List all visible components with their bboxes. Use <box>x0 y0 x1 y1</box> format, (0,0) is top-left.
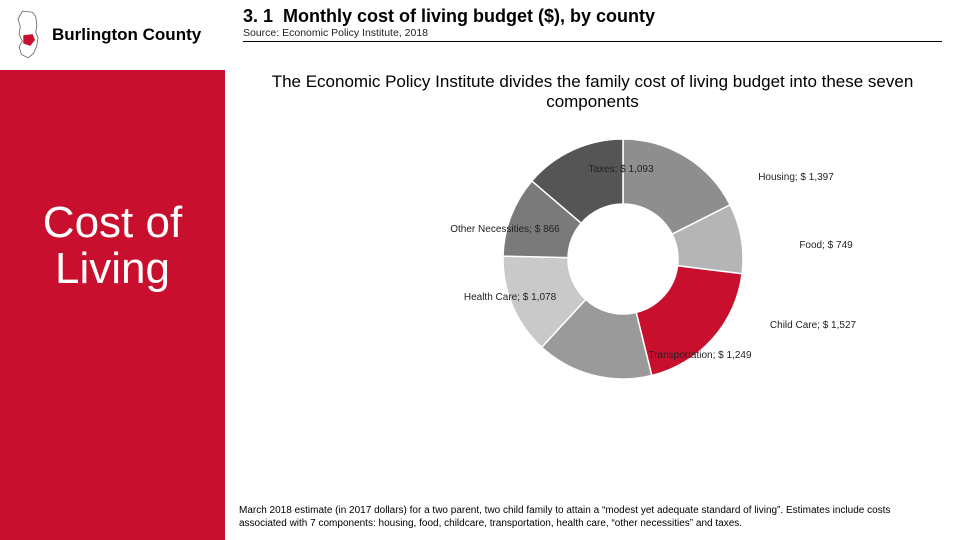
donut-chart: Housing; $ 1,397 Food; $ 749 Child Care; $… <box>243 124 960 424</box>
slice-label-health-care: Health Care; $ 1,078 <box>455 292 565 304</box>
slice-label-food: Food; $ 749 <box>771 240 881 252</box>
chart-number: 3. 1 <box>243 6 273 26</box>
chart-title: 3. 1 Monthly cost of living budget ($), … <box>243 0 942 27</box>
slice-label-other-necessities: Other Necessities; $ 866 <box>449 224 561 236</box>
county-header: Burlington County <box>0 0 225 70</box>
slice-label-housing: Housing; $ 1,397 <box>731 172 861 184</box>
footnote: March 2018 estimate (in 2017 dollars) fo… <box>225 505 945 530</box>
chart-source: Source: Economic Policy Institute, 2018 <box>243 27 942 42</box>
slice-label-transportation: Transportation; $ 1,249 <box>635 350 765 362</box>
sidebar: Burlington County Cost of Living <box>0 0 225 540</box>
county-name: Burlington County <box>52 26 201 45</box>
chart-title-text: Monthly cost of living budget ($), by co… <box>283 6 655 26</box>
nj-map-icon <box>10 10 46 60</box>
section-title: Cost of Living <box>0 200 225 292</box>
main-content: 3. 1 Monthly cost of living budget ($), … <box>225 0 960 540</box>
chart-subtitle: The Economic Policy Institute divides th… <box>263 72 923 112</box>
slice-label-taxes: Taxes; $ 1,093 <box>561 164 681 176</box>
slice-label-child-care: Child Care; $ 1,527 <box>753 320 873 332</box>
